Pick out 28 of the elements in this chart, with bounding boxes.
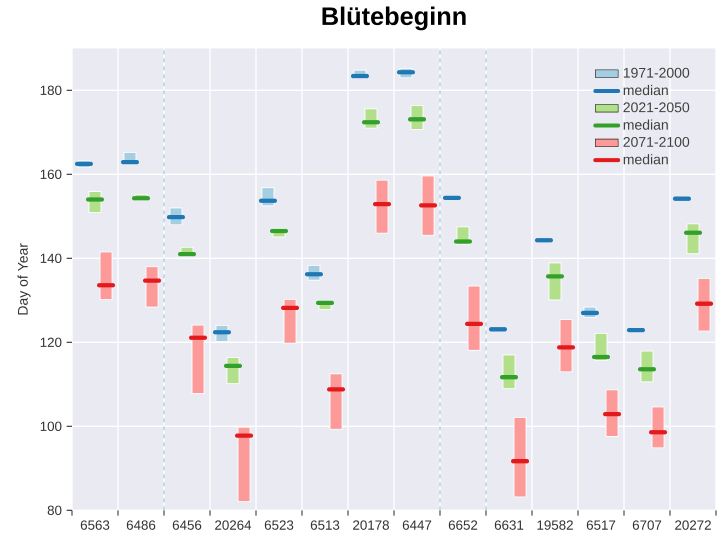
annotation: median: [624, 84, 668, 96]
x-tick-label: 6652: [448, 520, 478, 530]
y-tick-label: 100: [40, 422, 62, 432]
y-tick-label: 160: [40, 170, 62, 180]
x-tick-label: 20272: [675, 520, 711, 530]
x-tick-label: 6513: [310, 520, 340, 530]
x-tick-label: 20264: [215, 520, 252, 530]
x-tick-label: 6563: [80, 520, 110, 530]
legend-label: 1971-2000: [624, 68, 690, 78]
y-tick-label: 180: [40, 86, 62, 96]
x-tick-label: 6631: [494, 520, 524, 530]
y-tick-label: 140: [40, 254, 62, 264]
x-tick-label: 6523: [264, 520, 294, 530]
x-tick-label: 6447: [402, 520, 432, 530]
x-tick-label: 6456: [172, 520, 202, 530]
x-tick-label: 19582: [537, 520, 573, 530]
y-tick-label: 80: [48, 506, 62, 516]
annotation: median: [624, 154, 668, 164]
chart-title: Blütebeginn: [322, 6, 466, 30]
x-tick-label: 20178: [353, 520, 389, 530]
x-tick-label: 6486: [126, 520, 156, 530]
legend-label: 2071-2100: [624, 136, 690, 147]
x-tick-label: 6517: [586, 520, 616, 530]
y-tick-label: 120: [40, 338, 62, 348]
legend-label: 2021-2050: [624, 102, 690, 112]
x-tick-label: 6707: [632, 520, 662, 530]
y-axis-title: Day of Year: [18, 243, 31, 314]
annotation: median: [624, 119, 668, 130]
